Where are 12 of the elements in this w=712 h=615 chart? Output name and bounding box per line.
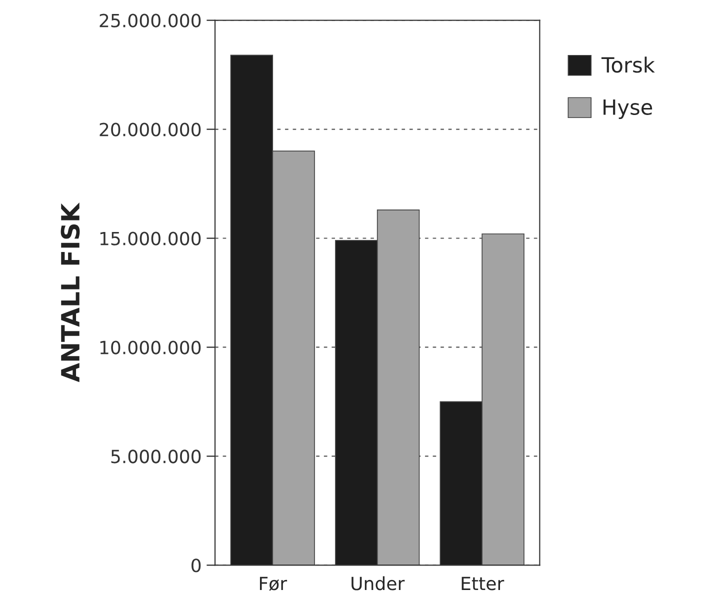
y-tick-label: 25.000.000	[100, 14, 201, 28]
legend-label: Hyse	[604, 100, 652, 120]
y-tick-label: 15.000.000	[100, 232, 201, 246]
x-tick-label: Før	[260, 576, 288, 591]
x-tick-label: Under	[352, 576, 405, 590]
y-tick-label: 10.000.000	[100, 340, 201, 354]
x-tick-label: Etter	[462, 576, 504, 590]
y-axis-title: ANTALL FISK	[60, 202, 80, 382]
legend-label: Torsk	[601, 56, 655, 73]
y-tick-label: 0	[192, 558, 201, 572]
y-tick-label: 20.000.000	[100, 122, 201, 136]
y-tick-label: 5.000.000	[111, 450, 201, 464]
